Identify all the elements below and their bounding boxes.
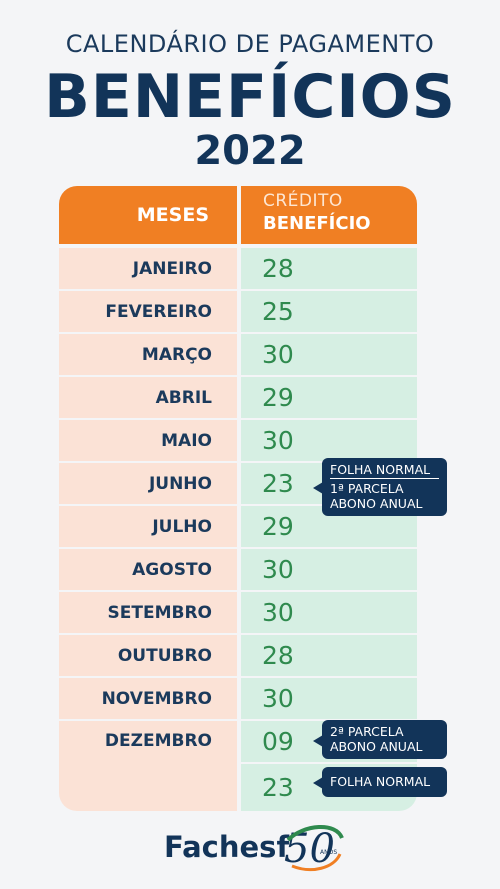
logo: Fachesf 50 ANOS <box>0 822 500 872</box>
month-cell: MAIO <box>59 420 237 461</box>
header-months: MESES <box>59 186 237 244</box>
day-cell: 30 <box>241 420 417 461</box>
day-cell: 30 <box>241 334 417 375</box>
logo-anos: ANOS <box>320 849 337 856</box>
day-cell: 30 <box>241 549 417 590</box>
month-cell: NOVEMBRO <box>59 678 237 719</box>
month-cell: AGOSTO <box>59 549 237 590</box>
note-june-line2: 1ª PARCELA <box>330 481 404 496</box>
page-title: BENEFÍCIOS <box>44 62 456 132</box>
month-cell: OUTUBRO <box>59 635 237 676</box>
note-june-line1: FOLHA NORMAL <box>330 462 439 479</box>
note-december-1: 2ª PARCELA ABONO ANUAL <box>313 720 447 759</box>
month-cell: ABRIL <box>59 377 237 418</box>
subtitle: CALENDÁRIO DE PAGAMENTO <box>65 30 435 58</box>
month-cell: DEZEMBRO <box>59 721 237 811</box>
day-cell: 29 <box>241 377 417 418</box>
month-cell: FEVEREIRO <box>59 291 237 332</box>
month-cell: JANEIRO <box>59 248 237 289</box>
day-cell: 28 <box>241 635 417 676</box>
month-cell: JULHO <box>59 506 237 547</box>
note-dec1-line1: 2ª PARCELA <box>330 724 404 739</box>
note-dec2-line1: FOLHA NORMAL <box>330 774 431 789</box>
logo-swoosh-orange <box>291 853 342 871</box>
header-credit-line2: BENEFÍCIO <box>263 213 371 234</box>
note-june-line3: ABONO ANUAL <box>330 496 423 511</box>
logo-swoosh <box>286 824 344 842</box>
header-credit: CRÉDITO BENEFÍCIO <box>241 186 417 244</box>
note-dec1-line2: ABONO ANUAL <box>330 739 423 754</box>
month-cell: SETEMBRO <box>59 592 237 633</box>
day-cell: 25 <box>241 291 417 332</box>
note-june: FOLHA NORMAL 1ª PARCELA ABONO ANUAL <box>313 458 447 516</box>
month-cell: JUNHO <box>59 463 237 504</box>
header-credit-line1: CRÉDITO <box>263 191 343 211</box>
day-cell: 30 <box>241 678 417 719</box>
logo-text: Fachesf <box>164 830 290 864</box>
day-cell: 30 <box>241 592 417 633</box>
day-cell: 28 <box>241 248 417 289</box>
logo-50-anos: 50 ANOS <box>284 824 344 872</box>
year: 2022 <box>194 128 306 174</box>
note-december-2: FOLHA NORMAL <box>313 767 447 797</box>
month-cell: MARÇO <box>59 334 237 375</box>
payment-table: MESES CRÉDITO BENEFÍCIO JANEIRO 28 FEVER… <box>59 186 417 811</box>
